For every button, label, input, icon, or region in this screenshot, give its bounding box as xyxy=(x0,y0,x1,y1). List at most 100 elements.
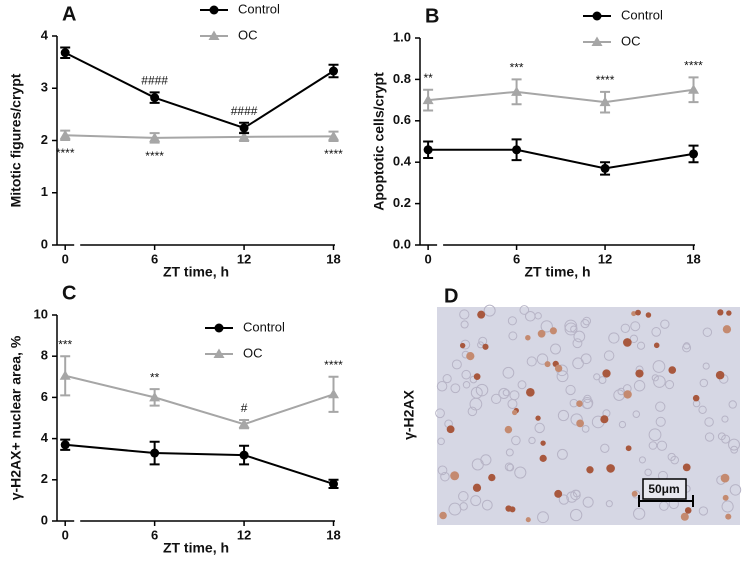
cell xyxy=(608,332,620,344)
cell xyxy=(653,375,666,388)
marker xyxy=(329,479,339,489)
x-tick-label: 12 xyxy=(237,527,251,542)
cell xyxy=(558,494,570,505)
y-tick-label: 0 xyxy=(41,236,48,251)
significance-label: *** xyxy=(510,61,524,75)
x-tick-label: 6 xyxy=(151,527,158,542)
cell xyxy=(481,499,493,511)
nucleus xyxy=(600,415,609,424)
cell xyxy=(721,500,734,513)
marker xyxy=(512,145,522,155)
nucleus xyxy=(512,409,518,416)
cell xyxy=(636,341,646,350)
cell xyxy=(682,343,692,353)
nucleus xyxy=(576,400,583,407)
cell xyxy=(509,390,520,401)
marker xyxy=(149,132,161,142)
marker xyxy=(60,48,70,58)
nucleus xyxy=(525,334,531,341)
cell xyxy=(655,416,666,427)
nucleus xyxy=(635,369,644,378)
cell xyxy=(537,511,549,524)
x-tick-label: 6 xyxy=(151,251,158,266)
cell xyxy=(702,362,710,370)
cell xyxy=(505,448,514,457)
marker xyxy=(150,93,160,103)
significance-label: **** xyxy=(596,73,615,87)
nucleus xyxy=(715,370,725,380)
nucleus xyxy=(472,483,482,492)
cell xyxy=(603,350,615,361)
y-tick-label: 4 xyxy=(41,27,49,42)
series-line xyxy=(64,374,334,426)
cell xyxy=(507,316,517,326)
y-tick-label: 6 xyxy=(41,389,48,404)
legend-label: Control xyxy=(621,7,663,22)
legend-marker xyxy=(214,323,224,333)
cell xyxy=(704,432,715,442)
cell xyxy=(648,428,662,442)
cell xyxy=(580,319,590,329)
legend-marker xyxy=(208,30,220,40)
cell xyxy=(458,491,469,502)
cell xyxy=(644,468,652,477)
marker xyxy=(329,66,339,76)
y-tick-label: 1 xyxy=(41,184,48,199)
cell xyxy=(564,319,578,333)
cell xyxy=(633,380,646,392)
x-tick-label: 6 xyxy=(513,251,520,266)
marker xyxy=(239,123,249,133)
series-line xyxy=(65,443,334,485)
legend-label: Control xyxy=(238,1,280,16)
cell xyxy=(540,320,553,333)
cell xyxy=(667,452,676,462)
nucleus xyxy=(635,309,641,316)
marker xyxy=(689,149,699,159)
significance-label: **** xyxy=(56,146,75,160)
nucleus xyxy=(684,507,692,514)
cell xyxy=(536,353,549,365)
nucleus xyxy=(554,489,563,498)
cell xyxy=(699,378,709,388)
significance-label: #### xyxy=(141,74,168,88)
legend-label: OC xyxy=(621,33,641,48)
legend-label: OC xyxy=(243,345,263,360)
scale-bar-label: 50μm xyxy=(648,482,679,496)
cell xyxy=(620,323,631,334)
marker xyxy=(239,450,249,460)
nucleus xyxy=(606,464,615,473)
significance-label: **** xyxy=(324,147,343,161)
cell xyxy=(511,435,521,446)
legend-label: Control xyxy=(243,319,285,334)
nucleus xyxy=(549,327,557,335)
nucleus xyxy=(526,388,535,397)
cell xyxy=(651,374,659,382)
nucleus xyxy=(488,473,496,482)
significance-label: **** xyxy=(324,358,343,372)
nucleus xyxy=(680,512,689,521)
x-tick-label: 12 xyxy=(237,251,251,266)
marker xyxy=(238,131,250,141)
x-tick-label: 18 xyxy=(326,527,340,542)
marker xyxy=(422,94,434,105)
y-tick-label: 0.8 xyxy=(393,71,411,86)
cell xyxy=(514,466,527,479)
cell xyxy=(582,496,594,508)
nucleus xyxy=(586,466,594,474)
y-tick-label: 4 xyxy=(41,430,49,445)
cell xyxy=(593,373,601,381)
cell xyxy=(502,366,515,379)
y-tick-label: 3 xyxy=(41,80,48,95)
cell xyxy=(440,471,450,482)
cell xyxy=(461,369,472,380)
significance-label: **** xyxy=(145,149,164,163)
significance-label: ** xyxy=(150,370,160,384)
marker xyxy=(59,370,71,380)
cell xyxy=(618,420,627,429)
y-tick-label: 0.4 xyxy=(393,154,412,169)
nucleus xyxy=(537,329,546,338)
cell xyxy=(664,380,675,390)
cell xyxy=(517,380,527,390)
cell xyxy=(572,357,584,370)
